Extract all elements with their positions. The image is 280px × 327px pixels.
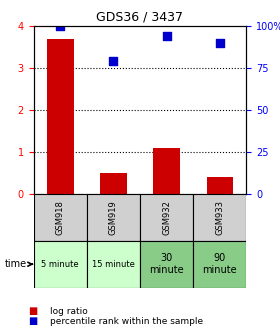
Text: ■: ■ [28, 306, 37, 316]
FancyBboxPatch shape [87, 194, 140, 241]
Text: 5 minute: 5 minute [41, 260, 79, 269]
Bar [47, 39, 73, 194]
Text: GSM918: GSM918 [56, 200, 65, 234]
Text: 90
minute: 90 minute [202, 253, 237, 275]
Point [58, 24, 62, 29]
Point [218, 40, 222, 45]
Point [164, 34, 169, 39]
Text: GSM919: GSM919 [109, 200, 118, 234]
Text: time: time [4, 259, 32, 269]
FancyBboxPatch shape [34, 194, 87, 241]
FancyBboxPatch shape [193, 241, 246, 288]
Bar [153, 147, 180, 194]
Text: GSM933: GSM933 [215, 199, 224, 235]
Point [111, 59, 116, 64]
FancyBboxPatch shape [140, 194, 193, 241]
Text: 30
minute: 30 minute [149, 253, 184, 275]
Text: log ratio: log ratio [50, 307, 88, 316]
Text: percentile rank within the sample: percentile rank within the sample [50, 317, 204, 326]
Bar [100, 173, 127, 194]
Text: 15 minute: 15 minute [92, 260, 135, 269]
FancyBboxPatch shape [193, 194, 246, 241]
Text: GSM932: GSM932 [162, 200, 171, 234]
FancyBboxPatch shape [34, 241, 87, 288]
FancyBboxPatch shape [87, 241, 140, 288]
Bar [206, 177, 233, 194]
FancyBboxPatch shape [140, 241, 193, 288]
Text: ■: ■ [28, 316, 37, 326]
Title: GDS36 / 3437: GDS36 / 3437 [97, 10, 183, 24]
